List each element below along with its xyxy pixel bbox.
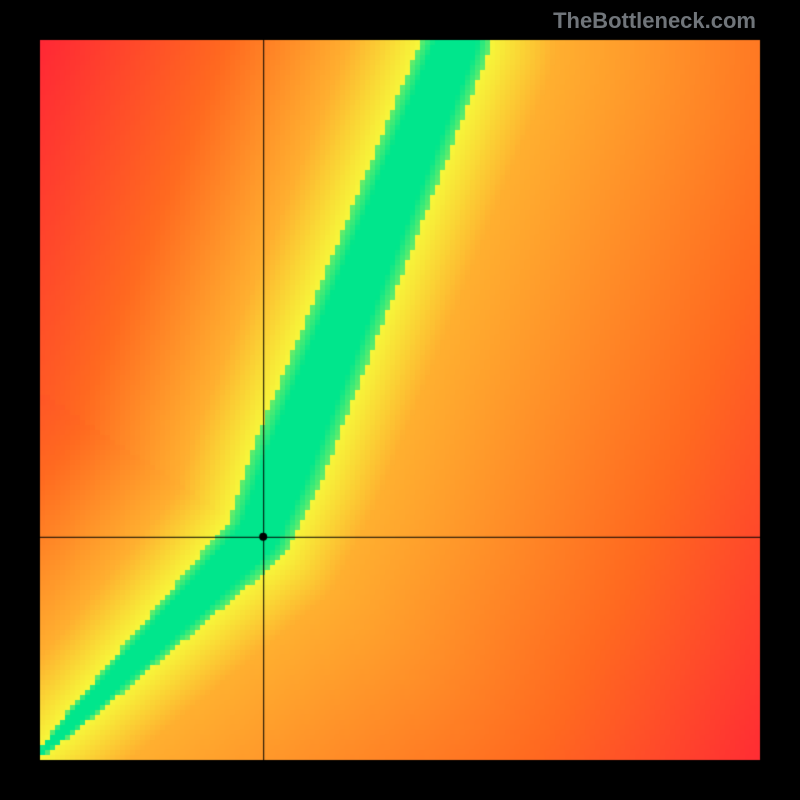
watermark-text: TheBottleneck.com: [553, 8, 756, 34]
bottleneck-heatmap: [0, 0, 800, 800]
chart-container: { "chart": { "type": "heatmap", "canvas"…: [0, 0, 800, 800]
